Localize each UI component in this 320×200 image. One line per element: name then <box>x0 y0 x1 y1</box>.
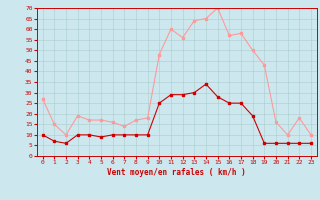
X-axis label: Vent moyen/en rafales ( km/h ): Vent moyen/en rafales ( km/h ) <box>108 168 246 177</box>
